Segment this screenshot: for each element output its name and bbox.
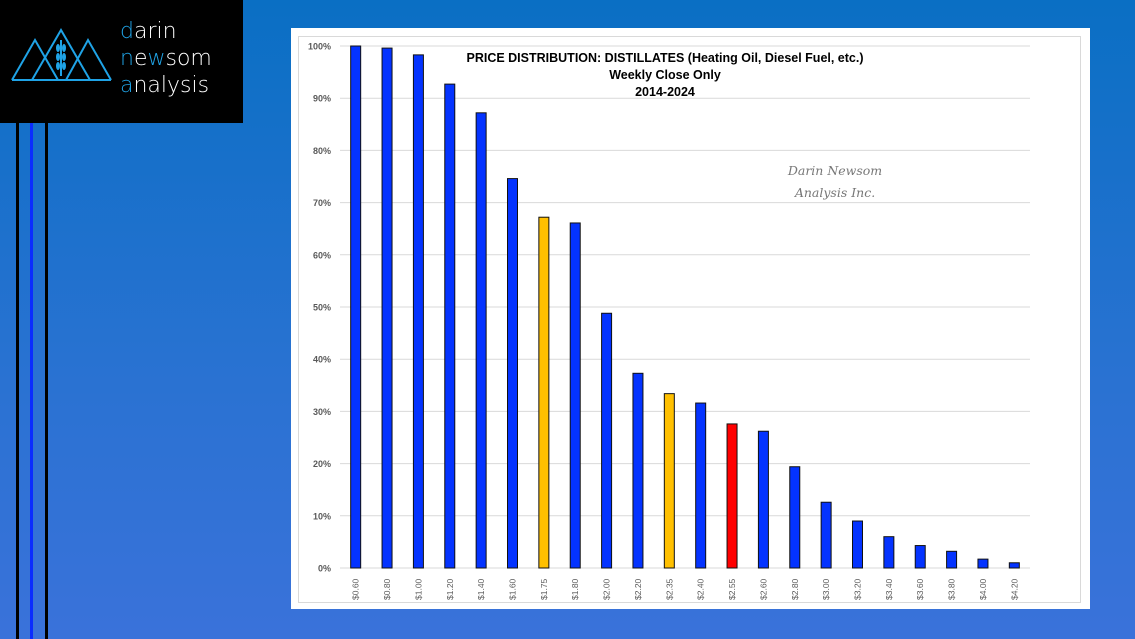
bar xyxy=(726,423,738,569)
logo-som: som xyxy=(165,46,212,71)
x-tick-label: $1.75 xyxy=(539,578,549,600)
decor-line xyxy=(45,123,48,639)
bar xyxy=(914,545,926,569)
bar xyxy=(1008,562,1020,569)
bar xyxy=(946,550,958,569)
chart-border xyxy=(298,36,1081,603)
x-tick-label: $3.20 xyxy=(853,578,863,600)
x-tick-label: $2.60 xyxy=(758,578,768,600)
x-tick-label: $2.40 xyxy=(696,578,706,600)
y-tick-label: 20% xyxy=(313,459,331,469)
y-tick-label: 10% xyxy=(313,511,331,521)
x-tick-label: $0.60 xyxy=(351,578,361,600)
bar xyxy=(507,178,518,569)
x-tick-label: $3.40 xyxy=(884,578,894,600)
bar xyxy=(412,54,424,569)
chart-panel xyxy=(291,28,1090,609)
x-tick-label: $2.00 xyxy=(602,578,612,600)
logo-e: e xyxy=(133,46,148,71)
bar xyxy=(977,558,989,569)
bar xyxy=(663,393,675,569)
logo-d: d xyxy=(120,19,134,44)
x-tick-label: $3.80 xyxy=(947,578,957,600)
chart-subtitle: Weekly Close Only xyxy=(609,68,721,82)
x-tick-label: $2.55 xyxy=(727,578,737,600)
watermark: Darin Newsom Analysis Inc. xyxy=(760,160,910,204)
x-tick-label: $1.00 xyxy=(413,578,423,600)
x-tick-label: $1.40 xyxy=(476,578,486,600)
company-logo: darin newsom analysis xyxy=(0,0,243,123)
mountain-wheat-icon xyxy=(11,28,112,81)
bar xyxy=(601,312,613,569)
watermark-line: Analysis Inc. xyxy=(794,185,876,200)
x-tick-label: $1.60 xyxy=(508,578,518,600)
bar xyxy=(569,222,581,569)
y-tick-label: 100% xyxy=(308,42,331,52)
x-tick-label: $2.20 xyxy=(633,578,643,600)
bar xyxy=(350,45,362,569)
y-tick-label: 40% xyxy=(313,355,331,365)
bar xyxy=(381,47,393,569)
logo-text: darin newsom analysis xyxy=(120,18,212,99)
chart-title-main: PRICE DISTRIBUTION: DISTILLATES (Heating… xyxy=(466,51,864,65)
x-tick-label: $2.80 xyxy=(790,578,800,600)
watermark-line: Darin Newsom xyxy=(787,163,883,178)
logo-a: a xyxy=(120,73,134,98)
y-tick-label: 80% xyxy=(313,146,331,156)
x-tick-label: $4.20 xyxy=(1009,578,1019,600)
logo-nalysis: nalysis xyxy=(133,73,210,98)
logo-w: w xyxy=(147,46,166,71)
bar xyxy=(789,466,801,569)
decor-line xyxy=(16,123,19,639)
bar xyxy=(852,520,863,569)
bar xyxy=(757,430,769,569)
bar xyxy=(820,501,832,569)
bar xyxy=(695,402,707,569)
decor-line xyxy=(30,123,33,639)
x-tick-label: $1.80 xyxy=(570,578,580,600)
y-tick-label: 90% xyxy=(313,94,331,104)
logo-n: n xyxy=(120,46,134,71)
x-tick-label: $1.20 xyxy=(445,578,455,600)
bar xyxy=(538,216,550,569)
bar xyxy=(883,536,895,569)
y-tick-label: 60% xyxy=(313,250,331,260)
y-tick-label: 70% xyxy=(313,198,331,208)
x-tick-label: $0.80 xyxy=(382,578,392,600)
chart-period: 2014-2024 xyxy=(635,85,695,99)
logo-arin: arin xyxy=(133,19,177,44)
chart-title: PRICE DISTRIBUTION: DISTILLATES (Heating… xyxy=(440,50,890,101)
y-tick-label: 50% xyxy=(313,303,331,313)
bar xyxy=(632,372,644,569)
y-tick-label: 30% xyxy=(313,407,331,417)
bar xyxy=(444,83,456,569)
bar xyxy=(475,112,487,569)
y-tick-label: 0% xyxy=(318,564,331,574)
x-tick-label: $2.35 xyxy=(664,578,674,600)
x-tick-label: $4.00 xyxy=(978,578,988,600)
x-tick-label: $3.60 xyxy=(915,578,925,600)
x-tick-label: $3.00 xyxy=(821,578,831,600)
